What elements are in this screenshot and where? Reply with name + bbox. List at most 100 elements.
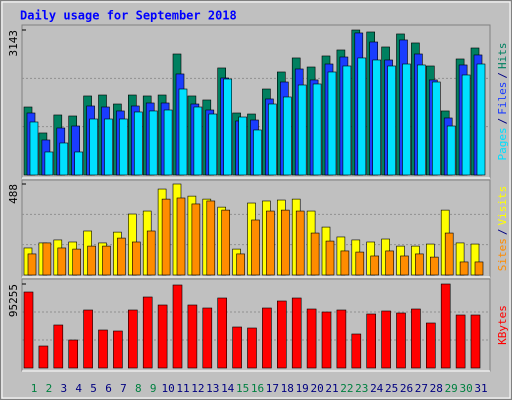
bar bbox=[146, 230, 156, 276]
x-tick-label: 29 bbox=[445, 382, 458, 395]
bar bbox=[262, 307, 272, 369]
bar bbox=[163, 109, 173, 176]
bar bbox=[208, 113, 218, 176]
x-tick-label: 24 bbox=[370, 382, 384, 395]
x-tick-label: 23 bbox=[355, 382, 368, 395]
bar bbox=[238, 116, 247, 176]
x-tick-label: 30 bbox=[459, 382, 472, 395]
bar bbox=[253, 129, 262, 176]
bar bbox=[83, 309, 93, 369]
bar bbox=[161, 198, 171, 276]
bar bbox=[415, 253, 424, 276]
bar bbox=[366, 313, 377, 369]
bar bbox=[327, 71, 337, 176]
bar bbox=[178, 88, 188, 176]
x-tick-label: 11 bbox=[176, 382, 189, 395]
legend-entry: Hits bbox=[496, 43, 509, 70]
bar bbox=[370, 255, 380, 276]
bar bbox=[72, 248, 81, 276]
x-tick-label: 5 bbox=[90, 382, 97, 395]
x-tick-label: 17 bbox=[266, 382, 279, 395]
bar bbox=[440, 283, 451, 369]
bar bbox=[381, 310, 391, 369]
bar bbox=[74, 151, 83, 176]
bar bbox=[402, 63, 411, 176]
x-tick-label: 22 bbox=[340, 382, 353, 395]
x-tick-label: 6 bbox=[105, 382, 112, 395]
bar bbox=[119, 118, 128, 176]
bar bbox=[221, 209, 230, 276]
bar bbox=[23, 291, 34, 369]
bar bbox=[444, 232, 454, 276]
x-tick-label: 8 bbox=[135, 382, 142, 395]
bar bbox=[306, 308, 317, 369]
bar bbox=[297, 84, 307, 176]
bar bbox=[266, 210, 275, 276]
x-tick-label: 28 bbox=[430, 382, 443, 395]
bar bbox=[102, 245, 111, 276]
legend-entry: Files bbox=[496, 82, 509, 115]
bar bbox=[470, 314, 481, 369]
x-tick-label: 20 bbox=[310, 382, 323, 395]
x-tick-label: 15 bbox=[236, 382, 249, 395]
x-tick-label: 1 bbox=[31, 382, 38, 395]
bar bbox=[459, 261, 469, 276]
bar bbox=[251, 219, 260, 276]
bar bbox=[187, 304, 198, 369]
bar bbox=[59, 142, 69, 176]
bar bbox=[217, 297, 227, 369]
x-tick-label: 27 bbox=[415, 382, 428, 395]
bar bbox=[276, 300, 287, 369]
bar bbox=[417, 64, 426, 176]
legend: Pages / Files / Hits bbox=[496, 43, 509, 161]
bar bbox=[280, 209, 290, 276]
bar bbox=[411, 308, 421, 369]
x-tick-label: 19 bbox=[296, 382, 309, 395]
bar bbox=[396, 312, 406, 369]
bar bbox=[431, 81, 441, 176]
bar bbox=[53, 324, 64, 369]
bar bbox=[342, 65, 352, 176]
bar bbox=[291, 297, 302, 369]
bar bbox=[325, 240, 335, 276]
bar bbox=[455, 314, 466, 369]
x-tick-label: 31 bbox=[474, 382, 487, 395]
x-tick-label: 14 bbox=[221, 382, 235, 395]
bar bbox=[336, 309, 347, 369]
bar bbox=[446, 125, 456, 176]
bar bbox=[148, 110, 158, 176]
y-tick-label: 488 bbox=[7, 184, 20, 204]
bar bbox=[312, 83, 322, 176]
bar bbox=[223, 78, 232, 176]
bar bbox=[474, 261, 484, 276]
bar bbox=[42, 242, 52, 276]
bar bbox=[193, 106, 203, 176]
bar bbox=[357, 57, 367, 176]
bar bbox=[29, 121, 39, 176]
bar bbox=[172, 284, 183, 369]
y-tick-label: 3143 bbox=[7, 30, 20, 57]
legend: KBytes bbox=[496, 305, 509, 345]
legend-entry: Sites bbox=[496, 238, 509, 271]
chart-title: Daily usage for September 2018 bbox=[20, 9, 237, 23]
bar bbox=[387, 65, 396, 176]
bar bbox=[351, 333, 362, 369]
bar bbox=[98, 329, 108, 369]
bar bbox=[282, 96, 292, 176]
legend-entry: Visits bbox=[496, 186, 509, 226]
bar bbox=[385, 250, 394, 276]
bar bbox=[202, 307, 213, 369]
x-tick-label: 2 bbox=[46, 382, 53, 395]
bar bbox=[157, 304, 168, 369]
bar bbox=[400, 255, 409, 276]
bar bbox=[236, 253, 245, 276]
bar bbox=[476, 63, 486, 176]
x-tick-label: 3 bbox=[60, 382, 67, 395]
bar bbox=[104, 118, 113, 176]
legend-entry: KBytes bbox=[496, 305, 509, 345]
legend-entry: Pages bbox=[496, 127, 509, 160]
bar bbox=[89, 118, 98, 176]
x-tick-label: 7 bbox=[120, 382, 127, 395]
x-tick-label: 4 bbox=[75, 382, 82, 395]
